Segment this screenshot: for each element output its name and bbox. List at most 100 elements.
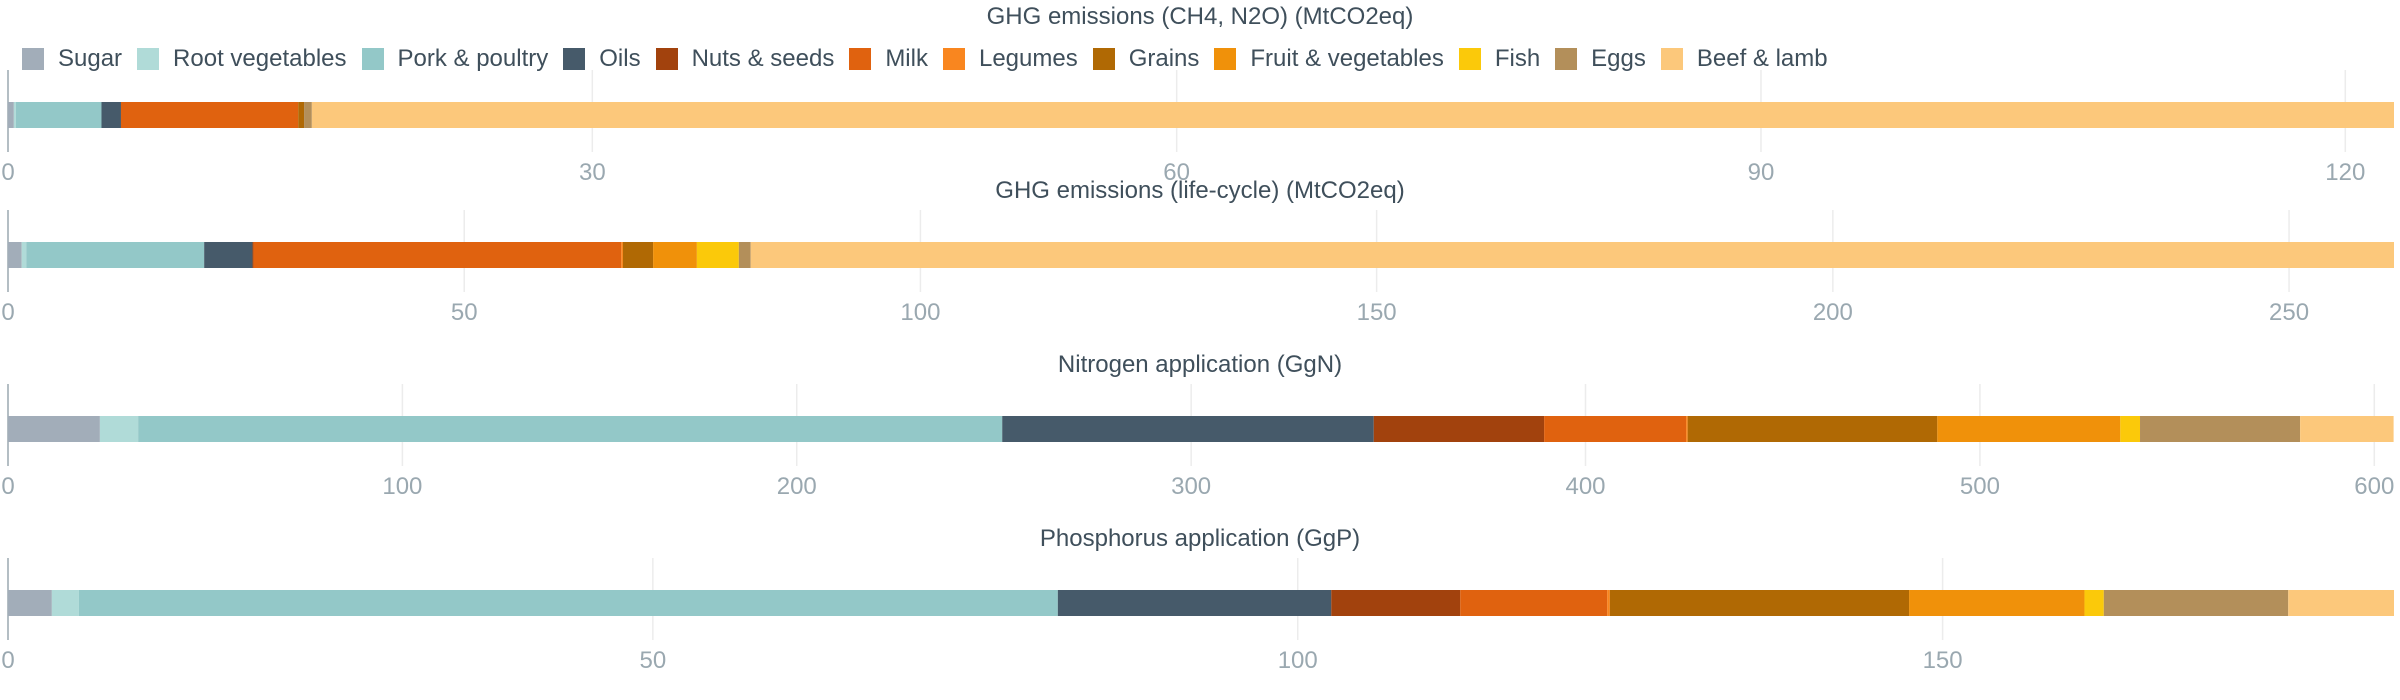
legend-label: Fruit & vegetables <box>1250 45 1444 72</box>
legend-swatch <box>942 48 965 70</box>
tick-label: 90 <box>1748 159 1775 186</box>
tick-label: 100 <box>900 299 940 326</box>
bar-segment <box>298 102 305 128</box>
tick-label: 100 <box>1278 647 1318 674</box>
tick-label: 50 <box>451 299 478 326</box>
tick-label: 120 <box>2325 159 2365 186</box>
tick-label: 0 <box>1 647 14 674</box>
bar-segment <box>311 102 2394 128</box>
legend-swatch <box>1214 48 1237 70</box>
bar-segment <box>2103 590 2289 616</box>
legend-swatch <box>1458 48 1481 70</box>
bar-segment <box>1002 416 1374 442</box>
chart-title: GHG emissions (life-cycle) (MtCO2eq) <box>995 177 1404 204</box>
legend-label: Milk <box>885 45 928 72</box>
bar-segment <box>204 242 253 268</box>
legend-item[interactable]: Grains <box>1092 45 1199 73</box>
tick-label: 200 <box>777 473 817 500</box>
bar-segment <box>1937 416 2121 442</box>
tick-label: 60 <box>1163 159 1190 186</box>
legend-item[interactable]: Legumes <box>942 45 1078 73</box>
legend-swatch <box>655 48 678 70</box>
legend-item[interactable]: Root vegetables <box>137 45 347 73</box>
bar-segment <box>120 102 299 128</box>
bar-segment <box>51 590 79 616</box>
legend-swatch <box>137 48 160 70</box>
bar-segment <box>253 242 622 268</box>
legend-item[interactable]: Fish <box>1458 45 1540 73</box>
bar-segment <box>738 242 751 268</box>
bar-segment <box>15 102 102 128</box>
tick-label: 0 <box>1 299 14 326</box>
tick-label: 200 <box>1813 299 1853 326</box>
legend-label: Oils <box>599 45 641 72</box>
bar-segment <box>750 242 2395 268</box>
legend-label: Pork & poultry <box>397 45 549 72</box>
bar-segment <box>1460 590 1608 616</box>
tick-label: 0 <box>1 473 14 500</box>
bar-segment <box>13 102 16 128</box>
tick-label: 0 <box>1 159 14 186</box>
tick-label: 150 <box>1357 299 1397 326</box>
tick-label: 300 <box>1171 473 1211 500</box>
bar-segment <box>8 416 100 442</box>
bar-segment <box>2288 590 2394 616</box>
bar-segment <box>622 242 654 268</box>
legend-swatch <box>22 48 44 70</box>
bar-segment <box>8 242 22 268</box>
bar-segment <box>252 242 254 268</box>
tick-label: 100 <box>382 473 422 500</box>
bar-segment <box>2140 416 2301 442</box>
bar-segment <box>1687 416 1938 442</box>
legend-label: Legumes <box>978 45 1078 72</box>
bar-segment <box>2084 590 2104 616</box>
chart-legend: Sugar Root vegetables Pork & poultry Oils Nu… <box>22 42 1843 76</box>
bar-segment <box>621 242 623 268</box>
legend-item[interactable]: Pork & poultry <box>361 45 549 73</box>
legend-swatch <box>361 48 384 70</box>
bar-segment <box>1909 590 2085 616</box>
legend-item[interactable]: Sugar <box>22 45 122 73</box>
legend-swatch <box>563 48 586 70</box>
tick-label: 250 <box>2269 299 2309 326</box>
legend-item[interactable]: Oils <box>563 45 641 73</box>
legend-label: Sugar <box>58 45 123 72</box>
legend-item[interactable]: Fruit & vegetables <box>1214 45 1444 73</box>
chart-title: Phosphorus application (GgP) <box>1040 525 1360 552</box>
tick-label: 150 <box>1923 647 1963 674</box>
bar-segment <box>304 102 312 128</box>
bar-segment <box>1057 590 1332 616</box>
legend-item[interactable]: Nuts & seeds <box>655 45 835 73</box>
bar-segment <box>26 242 205 268</box>
bar-segment <box>1373 416 1545 442</box>
bar-segment <box>78 590 1058 616</box>
bar-segment <box>8 590 52 616</box>
legend-swatch <box>1092 48 1115 70</box>
bar-segment <box>2300 416 2394 442</box>
tick-label: 50 <box>640 647 667 674</box>
legend-item[interactable]: Beef & lamb <box>1660 45 1828 73</box>
legend-swatch <box>1555 48 1578 70</box>
chart-title: GHG emissions (CH4, N2O) (MtCO2eq) <box>987 3 1414 30</box>
tick-label: 400 <box>1565 473 1605 500</box>
bar-segment <box>653 242 697 268</box>
legend-swatch <box>1660 48 1683 70</box>
bar-segment <box>138 416 1003 442</box>
tick-label: 600 <box>2354 473 2394 500</box>
legend-item[interactable]: Milk <box>849 45 928 73</box>
legend-label: Nuts & seeds <box>691 45 835 72</box>
legend-swatch <box>849 48 872 70</box>
bar-segment <box>101 102 121 128</box>
bar-segment <box>2120 416 2141 442</box>
tick-label: 500 <box>1960 473 2000 500</box>
bar-segment <box>1686 416 1688 442</box>
bar-segment <box>1607 590 1610 616</box>
bar-segment <box>696 242 739 268</box>
legend-label: Eggs <box>1591 45 1646 72</box>
legend-label: Beef & lamb <box>1696 45 1828 72</box>
legend-item[interactable]: Eggs <box>1555 45 1646 73</box>
bar-segment <box>1609 590 1910 616</box>
chart-title: Nitrogen application (GgN) <box>1058 351 1342 378</box>
tick-label: 30 <box>579 159 606 186</box>
